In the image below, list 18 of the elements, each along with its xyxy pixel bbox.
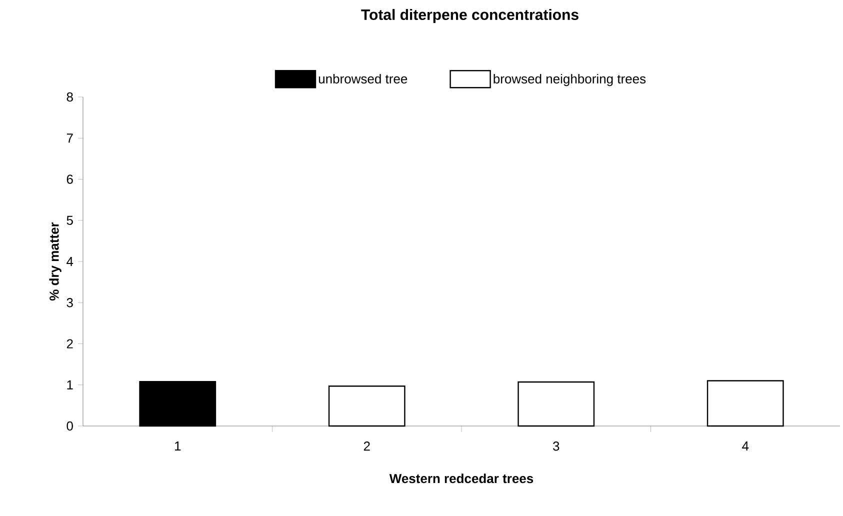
y-tick-label: 1 bbox=[67, 380, 73, 390]
y-tick-label: 7 bbox=[66, 134, 73, 143]
x-tick-label: 4 bbox=[742, 442, 749, 450]
x-tick-label: 2 bbox=[364, 442, 370, 451]
y-tick-label: 0 bbox=[66, 421, 73, 431]
legend-label: unbrowsed tree bbox=[318, 74, 408, 84]
y-tick-label: 3 bbox=[66, 298, 73, 308]
x-tick-label: 3 bbox=[553, 442, 560, 451]
y-tick-label: 6 bbox=[66, 174, 73, 184]
legend-label: browsed neighboring trees bbox=[494, 74, 646, 86]
y-tick-label: 5 bbox=[66, 216, 73, 225]
y-tick-label: 2 bbox=[66, 339, 73, 348]
y-tick-label: 8 bbox=[66, 92, 73, 102]
y-tick-label: 4 bbox=[66, 257, 74, 266]
y-axis-title: % dry matter bbox=[49, 222, 62, 301]
x-axis-title: Western redcedar trees bbox=[389, 474, 534, 484]
x-tick-label: 1 bbox=[174, 442, 181, 450]
chart-title: Total diterpene concentrations bbox=[361, 8, 578, 23]
